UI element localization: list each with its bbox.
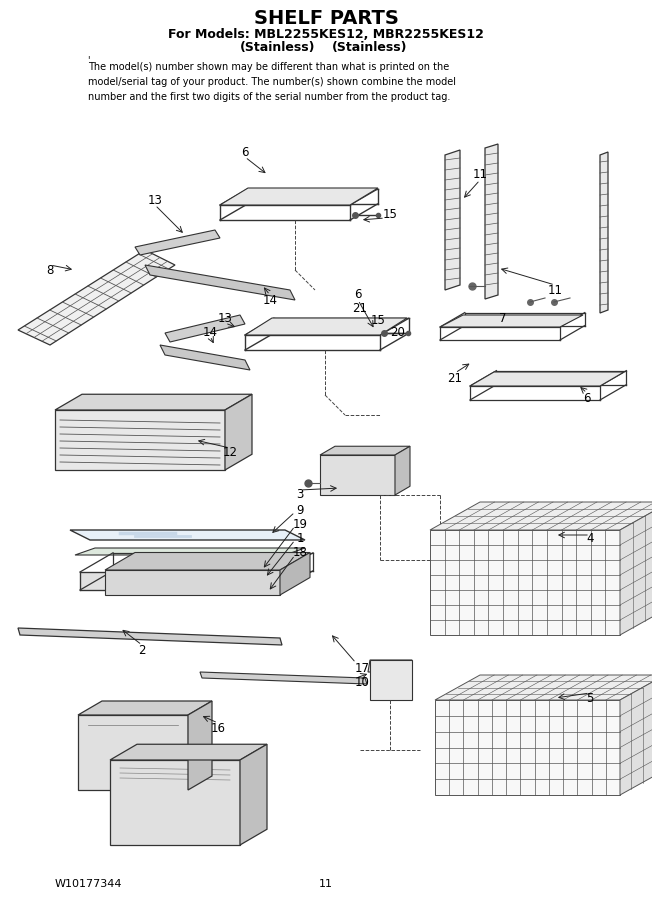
Text: W10177344: W10177344: [55, 879, 123, 889]
Polygon shape: [110, 760, 240, 845]
Text: 12: 12: [222, 446, 237, 460]
Text: 1: 1: [296, 532, 304, 544]
Polygon shape: [485, 144, 498, 299]
Text: 13: 13: [218, 311, 232, 325]
Text: 14: 14: [203, 326, 218, 338]
Polygon shape: [18, 250, 175, 345]
Polygon shape: [70, 530, 305, 540]
Text: 10: 10: [355, 676, 370, 688]
Text: 11: 11: [319, 879, 333, 889]
Polygon shape: [320, 446, 410, 455]
Polygon shape: [240, 744, 267, 845]
Text: 14: 14: [263, 293, 278, 307]
Polygon shape: [620, 675, 652, 795]
Polygon shape: [110, 744, 267, 760]
Text: 21: 21: [353, 302, 368, 314]
Polygon shape: [435, 700, 620, 795]
Polygon shape: [55, 410, 225, 470]
Polygon shape: [220, 188, 378, 205]
Text: 20: 20: [391, 326, 406, 338]
Polygon shape: [135, 230, 220, 255]
Polygon shape: [440, 315, 583, 327]
Text: 17: 17: [355, 662, 370, 674]
Text: (Stainless): (Stainless): [240, 41, 316, 55]
Polygon shape: [78, 715, 188, 790]
Text: 16: 16: [211, 722, 226, 734]
Polygon shape: [165, 315, 245, 342]
Polygon shape: [78, 701, 212, 715]
Polygon shape: [470, 372, 624, 386]
Polygon shape: [370, 660, 412, 700]
Polygon shape: [200, 672, 367, 684]
Polygon shape: [368, 660, 412, 672]
Polygon shape: [430, 502, 652, 530]
Polygon shape: [80, 572, 280, 590]
Text: 18: 18: [293, 546, 308, 560]
Text: SHELF PARTS: SHELF PARTS: [254, 8, 398, 28]
Polygon shape: [600, 152, 608, 313]
Text: 6: 6: [241, 146, 249, 158]
Polygon shape: [280, 553, 310, 595]
Text: The model(s) number shown may be different than what is printed on the
model/ser: The model(s) number shown may be differe…: [88, 62, 456, 102]
Text: ': ': [87, 55, 89, 65]
Text: 11: 11: [548, 284, 563, 296]
Text: 6: 6: [354, 289, 362, 302]
Polygon shape: [145, 265, 295, 300]
Polygon shape: [75, 548, 305, 555]
Text: 5: 5: [586, 691, 594, 705]
Text: 11: 11: [473, 168, 488, 182]
Text: 9: 9: [296, 503, 304, 517]
Polygon shape: [105, 553, 310, 570]
Text: (Stainless): (Stainless): [333, 41, 408, 55]
Polygon shape: [395, 446, 410, 495]
Polygon shape: [445, 150, 460, 290]
Text: 4: 4: [586, 532, 594, 544]
Text: 2: 2: [138, 644, 146, 656]
Polygon shape: [225, 394, 252, 470]
Polygon shape: [55, 394, 252, 410]
Polygon shape: [245, 318, 407, 335]
Text: 13: 13: [147, 194, 162, 206]
Polygon shape: [430, 530, 620, 635]
Polygon shape: [620, 502, 652, 635]
Text: 15: 15: [370, 313, 385, 327]
Text: 19: 19: [293, 518, 308, 530]
Polygon shape: [18, 628, 282, 645]
Text: 3: 3: [296, 489, 304, 501]
Text: 21: 21: [447, 372, 462, 384]
Polygon shape: [435, 675, 652, 700]
Text: 15: 15: [383, 209, 398, 221]
Polygon shape: [160, 345, 250, 370]
Text: For Models: MBL2255KES12, MBR2255KES12: For Models: MBL2255KES12, MBR2255KES12: [168, 28, 484, 40]
Polygon shape: [105, 570, 280, 595]
Text: 7: 7: [499, 311, 507, 325]
Polygon shape: [188, 701, 212, 790]
Text: 6: 6: [584, 392, 591, 404]
Polygon shape: [320, 455, 395, 495]
Text: 8: 8: [46, 264, 53, 276]
